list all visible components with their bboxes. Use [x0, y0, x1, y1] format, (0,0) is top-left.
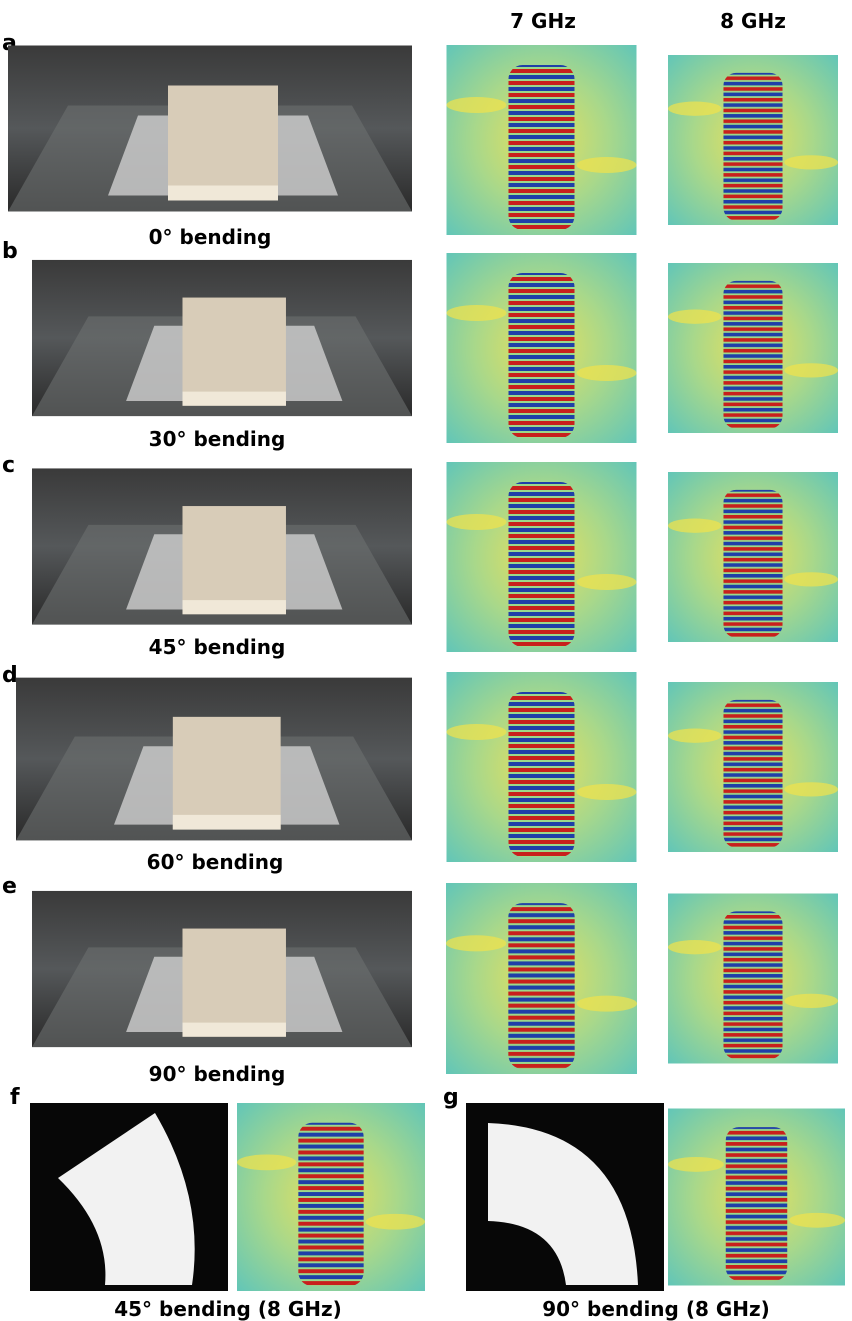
field-map	[668, 1109, 845, 1286]
panel-label: c	[2, 453, 15, 478]
photo	[30, 1103, 228, 1291]
field-map	[446, 883, 637, 1074]
field-map	[447, 253, 637, 443]
field-map	[447, 45, 637, 235]
column-header: 7 GHz	[510, 9, 576, 33]
caption: 45° bending	[149, 635, 286, 659]
figure: 7 GHz 8 GHz a 0° bending b 30° bending c…	[0, 0, 852, 1321]
caption: 30° bending	[149, 427, 286, 451]
field-map	[447, 672, 637, 862]
photo	[8, 46, 412, 212]
panel-label: b	[2, 239, 18, 264]
field-map	[668, 472, 838, 642]
panel-label: g	[443, 1085, 459, 1110]
column-header: 8 GHz	[720, 9, 786, 33]
field-map	[237, 1103, 425, 1291]
photo	[32, 891, 412, 1047]
field-map	[668, 894, 838, 1064]
photo	[16, 678, 412, 841]
field-map	[668, 682, 838, 852]
panel-label: d	[2, 663, 18, 688]
caption: 90° bending (8 GHz)	[542, 1297, 770, 1321]
panel-label: e	[2, 874, 17, 899]
caption: 60° bending	[147, 850, 284, 874]
caption: 90° bending	[149, 1062, 286, 1086]
field-map	[668, 55, 838, 225]
caption: 0° bending	[149, 225, 272, 249]
photo	[32, 260, 412, 416]
field-map	[447, 462, 637, 652]
photo	[466, 1103, 664, 1291]
panel-label: f	[10, 1085, 20, 1110]
field-map	[668, 263, 838, 433]
caption: 45° bending (8 GHz)	[114, 1297, 342, 1321]
photo	[32, 468, 412, 624]
